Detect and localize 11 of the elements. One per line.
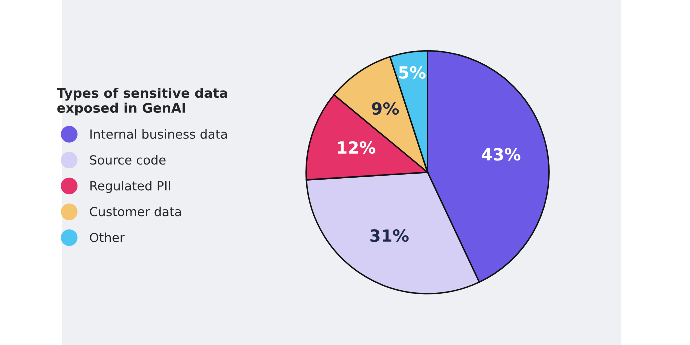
legend-label: Other [90,232,125,242]
data-label: 12% [338,141,376,154]
legend-label: Customer data [90,206,182,217]
data-label: 5% [399,66,426,79]
legend-label: Source code [90,155,166,165]
legend-label: Regulated PII [90,181,170,194]
data-label: 43% [482,148,521,161]
legend-label: Internal business data [90,129,228,140]
data-label: 31% [370,230,409,242]
data-label: 9% [372,102,400,116]
legend-title: Types of sensitive data exposed in GenAI [57,88,228,116]
